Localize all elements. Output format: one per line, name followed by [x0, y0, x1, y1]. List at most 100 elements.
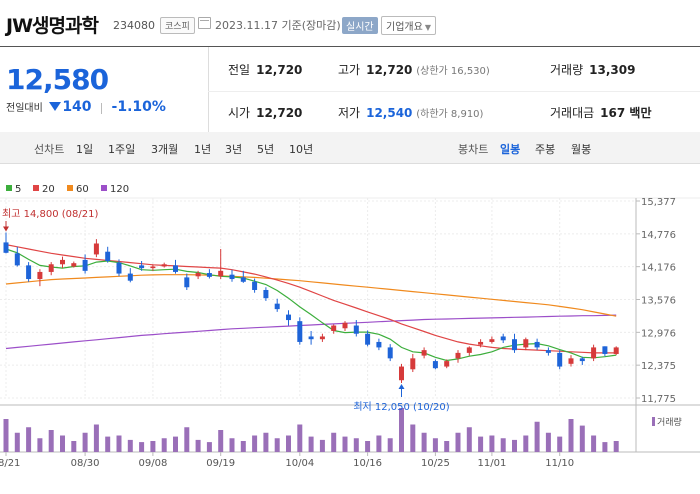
- volume-bar[interactable]: [105, 436, 111, 452]
- volume-bar[interactable]: [26, 427, 32, 452]
- candle-body[interactable]: [387, 347, 393, 359]
- line-chart-label[interactable]: 선차트: [34, 143, 65, 156]
- candle-body[interactable]: [274, 303, 280, 310]
- volume-bar[interactable]: [500, 438, 506, 452]
- volume-bar[interactable]: [365, 441, 371, 452]
- chart-svg[interactable]: 15,377 14,776 14,176 13,576 12,976 12,375 11,7…: [0, 163, 700, 490]
- volume-bar[interactable]: [195, 439, 201, 452]
- candle-body[interactable]: [93, 243, 99, 255]
- candle-body[interactable]: [240, 277, 246, 282]
- tab-daily[interactable]: 일봉: [500, 143, 521, 156]
- volume-bar[interactable]: [545, 432, 551, 452]
- volume-bar[interactable]: [387, 438, 393, 452]
- candle-body[interactable]: [161, 264, 167, 267]
- candle-body[interactable]: [534, 341, 540, 348]
- volume-bar[interactable]: [60, 435, 65, 453]
- candle-body[interactable]: [60, 259, 65, 265]
- candle-body[interactable]: [557, 352, 563, 367]
- volume-bar[interactable]: [512, 439, 517, 452]
- volume-bar[interactable]: [523, 435, 529, 453]
- volume-bar[interactable]: [421, 432, 427, 452]
- candle-body[interactable]: [410, 358, 416, 370]
- candle-body[interactable]: [184, 277, 190, 288]
- volume-bar[interactable]: [240, 441, 246, 452]
- volume-bar[interactable]: [48, 430, 54, 452]
- candle-body[interactable]: [613, 347, 619, 354]
- volume-bar[interactable]: [478, 436, 484, 452]
- candle-body[interactable]: [455, 352, 461, 359]
- candle-body[interactable]: [591, 347, 597, 359]
- candle-body[interactable]: [3, 242, 9, 253]
- candle-body[interactable]: [478, 341, 484, 345]
- volume-bar[interactable]: [274, 438, 280, 452]
- volume-bar[interactable]: [613, 441, 619, 452]
- volume-bar[interactable]: [14, 432, 20, 452]
- candle-body[interactable]: [342, 322, 348, 329]
- volume-bar[interactable]: [602, 442, 608, 452]
- volume-bar[interactable]: [489, 435, 495, 453]
- candle-body[interactable]: [444, 361, 450, 367]
- volume-bar[interactable]: [353, 438, 359, 452]
- candle-body[interactable]: [579, 358, 585, 362]
- volume-bar[interactable]: [82, 432, 88, 452]
- volume-bar[interactable]: [534, 421, 540, 452]
- candle-body[interactable]: [105, 251, 111, 261]
- candle-body[interactable]: [263, 289, 269, 299]
- candle-body[interactable]: [568, 358, 574, 364]
- volume-bar[interactable]: [308, 436, 314, 452]
- candle-body[interactable]: [308, 336, 314, 340]
- volume-bar[interactable]: [218, 430, 224, 452]
- tab-weekly[interactable]: 주봉: [535, 143, 556, 156]
- volume-bar[interactable]: [139, 442, 145, 452]
- volume-bar[interactable]: [410, 424, 416, 453]
- candle-body[interactable]: [127, 273, 133, 281]
- period-1y[interactable]: 1년: [194, 143, 212, 156]
- candle-body[interactable]: [353, 325, 359, 334]
- candle-body[interactable]: [48, 264, 54, 272]
- realtime-button[interactable]: 실시간: [342, 17, 378, 34]
- candle-body[interactable]: [421, 350, 427, 356]
- candle-body[interactable]: [195, 273, 201, 277]
- volume-bar[interactable]: [161, 438, 167, 452]
- candle-body[interactable]: [173, 265, 178, 272]
- candle-body[interactable]: [489, 339, 495, 342]
- period-3y[interactable]: 3년: [225, 143, 243, 156]
- period-3m[interactable]: 3개월: [151, 143, 179, 156]
- volume-bar[interactable]: [297, 424, 303, 453]
- volume-bar[interactable]: [466, 427, 472, 452]
- candle-body[interactable]: [218, 270, 224, 277]
- volume-bar[interactable]: [376, 435, 382, 453]
- candle-body[interactable]: [512, 339, 517, 351]
- volume-bar[interactable]: [399, 408, 404, 452]
- volume-bar[interactable]: [444, 441, 450, 452]
- volume-bar[interactable]: [591, 435, 597, 453]
- candle-chart-label[interactable]: 봉차트: [458, 143, 489, 156]
- volume-bar[interactable]: [93, 424, 99, 453]
- volume-bar[interactable]: [331, 432, 337, 452]
- candle-body[interactable]: [206, 273, 212, 277]
- candle-body[interactable]: [331, 325, 337, 332]
- candle-body[interactable]: [116, 262, 122, 274]
- volume-bar[interactable]: [3, 419, 9, 452]
- volume-bar[interactable]: [286, 435, 291, 453]
- volume-bar[interactable]: [263, 432, 269, 452]
- volume-bar[interactable]: [206, 442, 212, 452]
- candle-body[interactable]: [297, 321, 303, 342]
- volume-bar[interactable]: [116, 435, 122, 453]
- candle-body[interactable]: [523, 339, 529, 348]
- volume-bar[interactable]: [557, 436, 563, 452]
- volume-bar[interactable]: [37, 438, 43, 452]
- volume-bar[interactable]: [568, 419, 574, 452]
- candle-body[interactable]: [399, 366, 404, 381]
- candle-body[interactable]: [14, 253, 20, 266]
- period-1w[interactable]: 1주일: [108, 143, 136, 156]
- volume-bar[interactable]: [184, 427, 190, 452]
- volume-bar[interactable]: [127, 439, 133, 452]
- candle-body[interactable]: [252, 281, 258, 290]
- volume-bar[interactable]: [150, 441, 156, 452]
- candle-body[interactable]: [545, 350, 551, 353]
- candle-body[interactable]: [229, 274, 235, 280]
- candle-body[interactable]: [82, 259, 88, 271]
- volume-bar[interactable]: [319, 439, 325, 452]
- candle-body[interactable]: [432, 361, 438, 369]
